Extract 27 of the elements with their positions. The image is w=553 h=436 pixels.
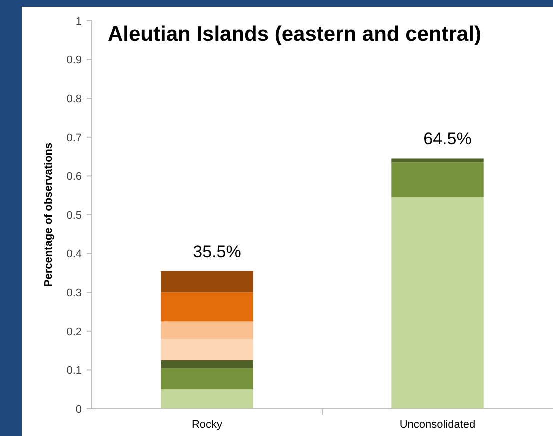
- total-label: 64.5%: [424, 130, 472, 149]
- bar: [161, 271, 254, 293]
- bar: [161, 322, 254, 340]
- bar: [161, 339, 254, 360]
- bar: [392, 158, 484, 163]
- bar: [392, 198, 484, 409]
- bar: [161, 292, 254, 322]
- y-tick-label: 0.7: [66, 132, 82, 144]
- y-tick-label: 0.6: [66, 171, 82, 184]
- chart-title: Aleutian Islands (eastern and central): [108, 23, 482, 46]
- total-label: 35.5%: [193, 242, 242, 262]
- bar: [161, 390, 254, 409]
- y-tick-label: 0.5: [66, 210, 82, 222]
- bar: [161, 360, 254, 368]
- y-tick-label: 0.9: [66, 54, 82, 67]
- y-axis-title: Percentage of observations: [43, 142, 55, 288]
- y-tick-label: 0.2: [66, 326, 82, 338]
- y-tick-label: 0.8: [66, 93, 82, 106]
- y-tick-label: 0.1: [66, 365, 82, 378]
- x-tick-label: Unconsolidated: [400, 419, 476, 431]
- x-tick-label: Rocky: [192, 419, 224, 431]
- y-tick-label: 0: [76, 404, 82, 416]
- y-tick-label: 0.4: [66, 248, 82, 261]
- y-tick-label: 1: [76, 16, 82, 28]
- y-tick-label: 0.3: [66, 287, 82, 300]
- bar: [161, 368, 254, 390]
- bar: [392, 162, 484, 198]
